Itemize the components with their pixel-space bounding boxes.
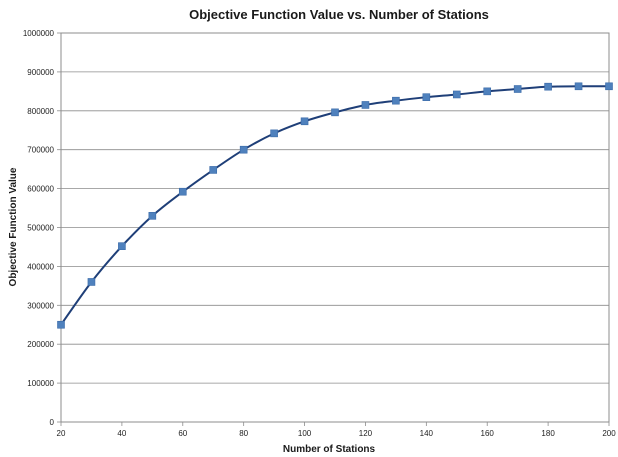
x-tick-label: 40 (117, 429, 126, 438)
data-point (331, 108, 339, 117)
data-point (300, 117, 309, 126)
gridlines (61, 32, 609, 384)
x-tick-label: 60 (178, 429, 187, 438)
y-tick-label: 300000 (27, 301, 54, 310)
y-tick-labels: 0 100000 200000 300000 400000 500000 600000 700… (23, 29, 55, 427)
x-tick-label: 20 (57, 429, 66, 438)
x-tick-label: 80 (239, 429, 248, 438)
x-tick-label: 120 (359, 429, 373, 438)
x-tick-label: 100 (298, 429, 312, 438)
data-point (178, 187, 187, 196)
y-tick-label: 800000 (27, 107, 54, 116)
y-tick-label: 0 (50, 418, 55, 427)
chart-title: Objective Function Value vs. Number of S… (189, 7, 489, 22)
data-point (574, 82, 583, 91)
x-tick-labels: 20 40 60 80 100 120 140 160 180 200 (57, 429, 617, 438)
y-tick-label: 100000 (27, 379, 54, 388)
data-point (270, 129, 278, 138)
x-tick-label: 140 (420, 429, 434, 438)
series-line (60, 85, 610, 326)
data-point (544, 82, 552, 91)
data-point (513, 85, 522, 93)
x-axis-label: Number of Stations (283, 444, 376, 455)
y-tick-label: 500000 (27, 224, 54, 233)
y-tick-label: 700000 (27, 146, 54, 155)
data-point (422, 93, 431, 101)
data-point (57, 320, 65, 329)
data-point (483, 87, 492, 96)
data-point (392, 96, 400, 105)
x-tick-label: 180 (541, 429, 555, 438)
data-point (87, 278, 96, 286)
data-point (148, 212, 157, 220)
y-tick-label: 600000 (27, 185, 54, 194)
y-tick-label: 900000 (27, 68, 54, 77)
y-axis-label: Objective Function Value (8, 167, 19, 286)
x-tick-label: 160 (481, 429, 495, 438)
y-tick-label: 400000 (27, 262, 54, 271)
data-point (118, 242, 126, 250)
data-point (361, 101, 370, 109)
data-point (239, 145, 248, 154)
x-tick-label: 200 (602, 429, 616, 438)
series-layer (57, 82, 613, 329)
data-point (452, 90, 461, 99)
axes (57, 32, 610, 426)
data-point (209, 166, 218, 174)
y-tick-label: 1000000 (23, 29, 55, 38)
y-tick-label: 200000 (27, 340, 54, 349)
data-point (605, 82, 613, 91)
